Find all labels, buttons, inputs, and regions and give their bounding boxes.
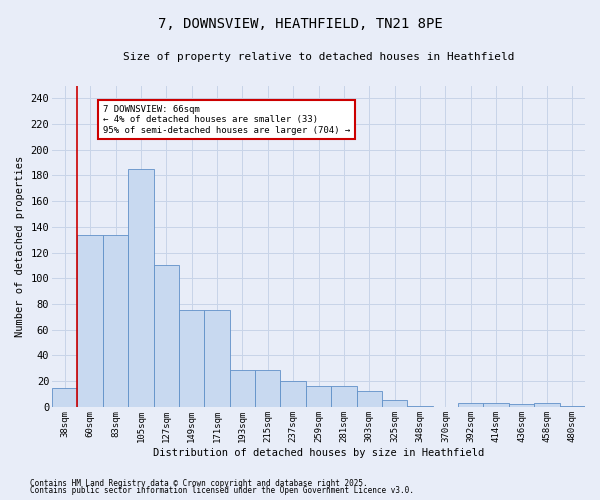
Bar — [230, 370, 255, 407]
Bar — [484, 403, 509, 407]
Bar — [128, 169, 154, 407]
Title: Size of property relative to detached houses in Heathfield: Size of property relative to detached ho… — [123, 52, 514, 62]
Bar — [179, 310, 205, 407]
Bar — [407, 406, 433, 407]
Bar — [52, 388, 77, 407]
Bar — [356, 392, 382, 407]
Text: 7 DOWNSVIEW: 66sqm
← 4% of detached houses are smaller (33)
95% of semi-detached: 7 DOWNSVIEW: 66sqm ← 4% of detached hous… — [103, 105, 350, 134]
Bar — [331, 386, 356, 407]
Bar — [509, 404, 534, 407]
Bar — [382, 400, 407, 407]
Bar — [255, 370, 280, 407]
Bar — [560, 406, 585, 407]
Bar — [458, 403, 484, 407]
Bar — [534, 403, 560, 407]
Bar — [205, 310, 230, 407]
Y-axis label: Number of detached properties: Number of detached properties — [15, 156, 25, 337]
Bar — [154, 266, 179, 407]
Text: Contains public sector information licensed under the Open Government Licence v3: Contains public sector information licen… — [30, 486, 414, 495]
Text: 7, DOWNSVIEW, HEATHFIELD, TN21 8PE: 7, DOWNSVIEW, HEATHFIELD, TN21 8PE — [158, 18, 442, 32]
Bar — [280, 381, 306, 407]
Bar — [103, 234, 128, 407]
Text: Contains HM Land Registry data © Crown copyright and database right 2025.: Contains HM Land Registry data © Crown c… — [30, 478, 368, 488]
Bar — [77, 234, 103, 407]
Bar — [306, 386, 331, 407]
X-axis label: Distribution of detached houses by size in Heathfield: Distribution of detached houses by size … — [153, 448, 484, 458]
